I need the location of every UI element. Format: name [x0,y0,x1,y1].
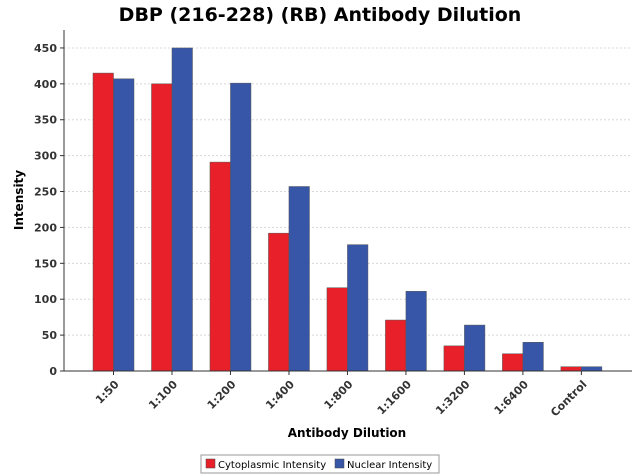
x-tick-label: 1:800 [322,378,356,412]
bar-cytoplasmic-1-6400 [502,353,524,372]
bar-nuclear-1-3200 [464,324,486,372]
y-tick-label: 150 [34,257,57,270]
bar-cytoplasmic-1-3200 [443,345,465,372]
y-axis: 0 50 100 150 200 250 300 350 400 450 [34,30,65,378]
y-axis-label: Intensity [12,170,26,230]
bars [92,47,603,372]
bar-nuclear-1-200 [230,82,252,372]
bar-nuclear-1-1600 [405,291,427,372]
chart-title: DBP (216-228) (RB) Antibody Dilution [119,4,522,26]
x-tick-label: 1:6400 [492,378,532,418]
y-tick-label: 400 [34,78,57,91]
x-tick-label: 1:1600 [375,378,415,418]
bar-nuclear-1-100 [171,47,193,372]
legend-swatch-cytoplasmic [205,458,216,469]
x-tick-label: 1:50 [93,378,122,407]
bar-nuclear-1-400 [288,186,310,372]
x-axis: 1:50 1:100 1:200 1:400 1:800 1:1600 1:3200 1:64… [64,370,632,419]
bar-nuclear-control [581,366,603,372]
bar-cytoplasmic-1-1600 [385,319,407,372]
y-tick-label: 50 [42,329,58,342]
legend-box [200,454,440,474]
bar-cytoplasmic-1-50 [92,72,114,372]
legend: Cytoplasmic Intensity Nuclear Intensity [200,454,440,474]
bar-cytoplasmic-1-200 [209,161,231,372]
bar-nuclear-1-800 [347,244,369,372]
y-tick-label: 0 [49,365,57,378]
legend-swatch-nuclear [334,458,345,469]
bar-cytoplasmic-1-100 [151,83,173,372]
x-tick-label: 1:400 [263,378,297,412]
y-tick-label: 250 [34,186,57,199]
x-tick-label: 1:200 [205,378,239,412]
bar-cytoplasmic-1-400 [268,232,290,372]
y-tick-label: 100 [34,293,57,306]
bar-nuclear-1-50 [113,78,135,372]
x-tick-label: 1:100 [146,378,180,412]
bar-cytoplasmic-1-800 [326,287,348,372]
y-tick-label: 350 [34,114,57,127]
legend-label-cytoplasmic: Cytoplasmic Intensity [218,460,326,471]
bar-nuclear-1-6400 [522,342,544,372]
x-tick-label: 1:3200 [433,378,473,418]
legend-label-nuclear: Nuclear Intensity [347,460,432,471]
x-tick-label: Control [548,378,589,419]
y-tick-label: 300 [34,150,57,163]
y-tick-label: 450 [34,42,57,55]
y-tick-label: 200 [34,221,57,234]
bar-cytoplasmic-control [560,366,582,372]
x-axis-label: Antibody Dilution [288,426,406,440]
